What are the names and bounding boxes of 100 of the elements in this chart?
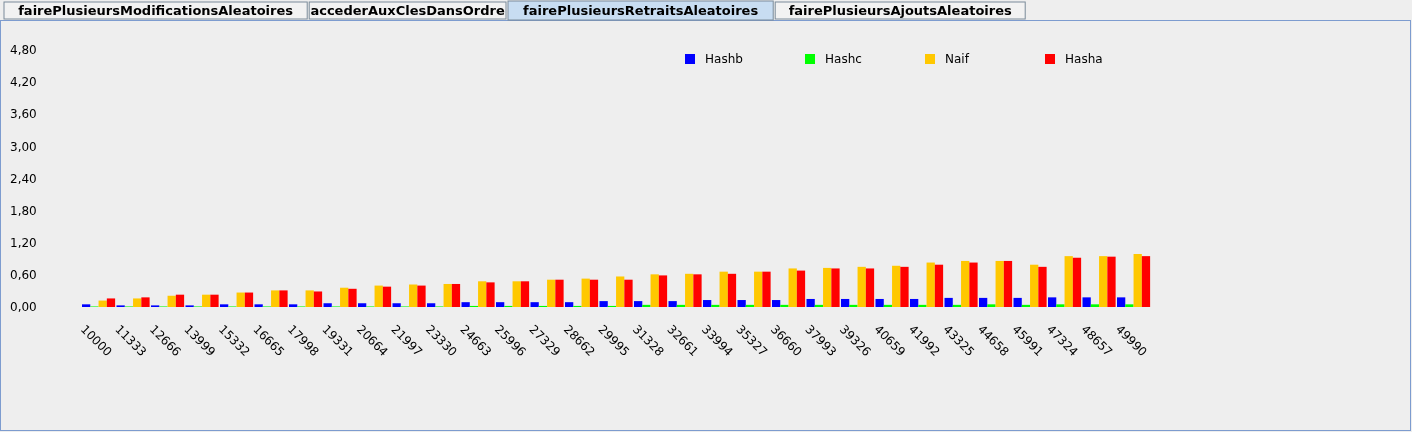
bar: [857, 266, 866, 307]
bar: [323, 303, 332, 307]
bar: [451, 283, 461, 307]
bar: [995, 260, 1004, 307]
bar: [202, 294, 211, 307]
bar: [443, 283, 452, 307]
bar: [599, 301, 608, 307]
bar: [944, 297, 953, 307]
bar: [1030, 264, 1039, 307]
bar: [358, 303, 367, 307]
bar: [254, 304, 263, 307]
bar: [236, 292, 245, 307]
bar: [1117, 297, 1126, 307]
bar: [427, 303, 436, 307]
y-tick-label: 2,40: [10, 171, 37, 186]
bar: [1003, 260, 1013, 307]
bar: [875, 298, 884, 307]
bar: [530, 302, 539, 307]
bar: [1107, 256, 1116, 307]
bar: [634, 301, 643, 307]
bar: [788, 268, 797, 307]
y-tick-label: 0,00: [10, 300, 37, 315]
bar: [1125, 304, 1134, 307]
bar: [926, 262, 935, 307]
y-tick-label: 0,60: [10, 268, 37, 283]
bar: [512, 281, 521, 307]
bar: [1099, 256, 1108, 307]
y-tick-label: 3,60: [10, 107, 37, 122]
bar: [106, 298, 116, 307]
bar: [82, 304, 91, 307]
bar: [961, 260, 970, 307]
bar: [711, 304, 720, 307]
bar: [1082, 297, 1091, 307]
legend-label: Hashc: [825, 52, 862, 67]
y-tick-label: 4,20: [10, 75, 37, 90]
bar: [382, 286, 392, 307]
bar: [520, 281, 530, 307]
bar: [313, 291, 323, 307]
bar: [486, 282, 495, 307]
bar: [305, 290, 314, 307]
bar: [658, 275, 668, 307]
bar: [210, 294, 219, 307]
bar: [668, 301, 677, 307]
bar: [289, 304, 298, 307]
bar: [1048, 297, 1057, 307]
bar: [141, 297, 150, 307]
bar: [900, 266, 909, 307]
bar: [892, 265, 901, 307]
bar: [831, 268, 840, 307]
bar: [772, 300, 781, 307]
y-tick-label: 1,20: [10, 235, 37, 250]
bar: [1056, 304, 1065, 307]
bar: [175, 294, 185, 307]
bar: [1072, 257, 1082, 307]
bar: [496, 302, 505, 307]
bar: [279, 290, 288, 307]
bar: [98, 300, 107, 307]
bar: [1090, 304, 1100, 307]
bar: [823, 267, 832, 307]
bar: [547, 279, 556, 307]
bar: [133, 298, 142, 307]
bar: [754, 271, 763, 307]
bar: [565, 302, 574, 307]
bar: [271, 290, 280, 307]
y-tick-label: 1,80: [10, 203, 37, 218]
bar: [693, 274, 702, 307]
bar: [796, 270, 806, 307]
bar: [1038, 266, 1047, 307]
y-tick-label: 4,80: [10, 43, 37, 58]
bar: [624, 279, 633, 307]
bar: [167, 295, 176, 307]
bar: [780, 304, 789, 307]
bar: [719, 271, 728, 307]
legend-label: Hasha: [1065, 52, 1103, 67]
bar: [642, 304, 651, 307]
text: fairePlusieursAjoutsAleatoires: [788, 3, 1012, 18]
bar: [727, 273, 737, 307]
bar: [979, 297, 988, 307]
bar: [987, 304, 996, 307]
bar: [865, 268, 875, 307]
bar: [340, 287, 349, 307]
bar: [703, 300, 712, 307]
bar: [849, 304, 858, 307]
bar: [841, 298, 850, 307]
bar: [934, 264, 944, 307]
bar: [581, 278, 590, 307]
bar: [348, 288, 357, 307]
bar: [478, 281, 487, 307]
text: accederAuxClesDansOrdre: [310, 3, 505, 18]
bar: [806, 298, 815, 307]
bar: [1013, 297, 1022, 307]
bar: [555, 279, 564, 307]
text: fairePlusieursModificationsAleatoires: [18, 3, 294, 18]
bar: [461, 302, 470, 307]
legend-label: Naif: [945, 52, 970, 67]
bar: [392, 303, 401, 307]
bar: [589, 279, 599, 307]
y-tick-label: 3,00: [10, 139, 37, 154]
bar: [650, 274, 659, 307]
bar: [918, 304, 927, 307]
